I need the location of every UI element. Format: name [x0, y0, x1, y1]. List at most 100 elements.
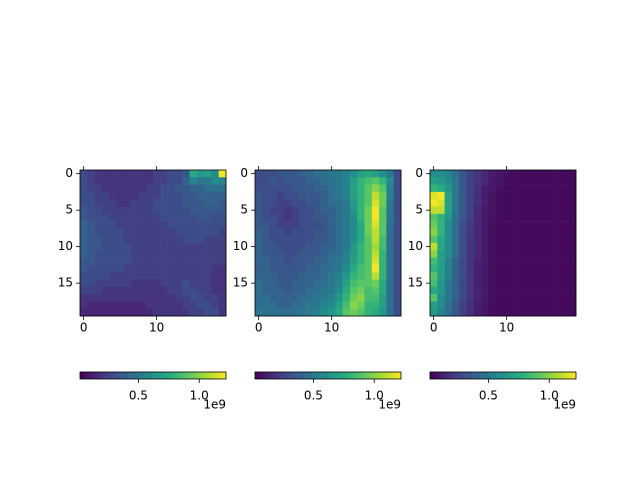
heatmap-cell — [539, 301, 548, 309]
heatmap-cell — [466, 243, 475, 251]
heatmap-cell — [298, 301, 307, 309]
heatmap-cell — [379, 250, 387, 258]
heatmap-cell — [532, 264, 540, 273]
heatmap-cell — [298, 250, 307, 258]
heatmap-cell — [532, 199, 540, 207]
heatmap-cell — [196, 228, 205, 236]
heatmap-cell — [174, 257, 183, 266]
heatmap-cell — [160, 279, 168, 288]
x-tick-label: 10 — [324, 321, 339, 335]
heatmap-cell — [80, 286, 88, 295]
heatmap-cell — [349, 184, 358, 193]
heatmap-cell — [561, 191, 569, 200]
heatmap-cell — [488, 264, 496, 273]
heatmap-cell — [349, 191, 358, 200]
heatmap-cell — [218, 235, 227, 244]
heatmap-cell — [138, 184, 146, 193]
heatmap-cell — [94, 301, 103, 309]
heatmap-cell — [481, 250, 489, 258]
heatmap-cell — [437, 286, 445, 295]
heatmap-cell — [488, 206, 496, 215]
heatmap-cell — [481, 228, 489, 236]
heatmap-cell — [379, 301, 387, 309]
heatmap-cell — [182, 191, 190, 200]
heatmap-cell — [481, 221, 489, 229]
heatmap-cell — [546, 170, 555, 178]
heatmap-cell — [459, 191, 467, 200]
heatmap-cell — [116, 170, 125, 178]
heatmap-cell — [255, 191, 263, 200]
heatmap-cell — [495, 272, 504, 280]
heatmap-cell — [459, 228, 467, 236]
heatmap-cell — [473, 301, 482, 309]
heatmap-cell — [495, 221, 504, 229]
heatmap-cell — [138, 308, 146, 317]
heatmap-cell — [189, 257, 198, 266]
heatmap-cell — [160, 250, 168, 258]
heatmap-cell — [291, 228, 300, 236]
heatmap-cell — [291, 250, 300, 258]
heatmap-cell — [204, 235, 212, 244]
heatmap-cell — [94, 228, 103, 236]
heatmap-cell — [451, 272, 460, 280]
heatmap-cell — [291, 243, 300, 251]
heatmap-cell — [313, 257, 321, 266]
heatmap-cell — [313, 221, 321, 229]
heatmap-cell — [473, 206, 482, 215]
heatmap-cell — [466, 294, 475, 302]
heatmap-cell — [145, 170, 154, 178]
heatmap-cell — [87, 257, 95, 266]
heatmap-cell — [568, 177, 577, 185]
heatmap-cell — [328, 213, 336, 222]
heatmap-cell — [291, 177, 300, 185]
heatmap-cell — [393, 272, 402, 280]
colorbar-frame — [254, 371, 402, 380]
heatmap-cell — [204, 294, 212, 302]
heatmap-cell — [539, 191, 548, 200]
heatmap-cell — [328, 286, 336, 295]
heatmap-cell — [174, 308, 183, 317]
heatmap-cell — [189, 177, 198, 185]
heatmap-cell — [503, 264, 511, 273]
heatmap-cell — [109, 235, 117, 244]
heatmap-cell — [269, 243, 278, 251]
heatmap-cell — [160, 243, 168, 251]
heatmap-cell — [182, 235, 190, 244]
heatmap-cell — [349, 199, 358, 207]
heatmap-cell — [87, 177, 95, 185]
heatmap-cell — [291, 308, 300, 317]
heatmap-cell — [517, 191, 526, 200]
heatmap-cell — [546, 206, 555, 215]
heatmap-cell — [306, 235, 314, 244]
heatmap-cell — [291, 199, 300, 207]
heatmap-cell — [306, 213, 314, 222]
heatmap-cell — [94, 213, 103, 222]
heatmap-cell — [539, 257, 548, 266]
heatmap-cell — [196, 191, 205, 200]
heatmap-cell — [167, 184, 176, 193]
heatmap-cell — [495, 170, 504, 178]
heatmap-cell — [262, 308, 270, 317]
heatmap-cell — [379, 206, 387, 215]
y-tick-label: 0 — [65, 166, 73, 180]
heatmap-cell — [364, 272, 373, 280]
heatmap-cell — [255, 184, 263, 193]
heatmap-cell — [218, 221, 227, 229]
heatmap-cell — [211, 213, 219, 222]
heatmap-cell — [546, 286, 555, 295]
heatmap-cell — [189, 264, 198, 273]
heatmap-cell — [524, 243, 533, 251]
heatmap-cell — [473, 199, 482, 207]
heatmap-cell — [444, 199, 453, 207]
heatmap-cell — [320, 191, 329, 200]
heatmap-cell — [503, 286, 511, 295]
heatmap-cell — [488, 301, 496, 309]
heatmap-cell — [335, 235, 343, 244]
heatmap-cell — [145, 191, 154, 200]
heatmap-cell — [488, 228, 496, 236]
heatmap-cell — [153, 279, 161, 288]
heatmap-cell — [342, 294, 351, 302]
heatmap-cell — [466, 170, 475, 178]
heatmap-cell — [269, 301, 278, 309]
heatmap-cell — [349, 221, 358, 229]
